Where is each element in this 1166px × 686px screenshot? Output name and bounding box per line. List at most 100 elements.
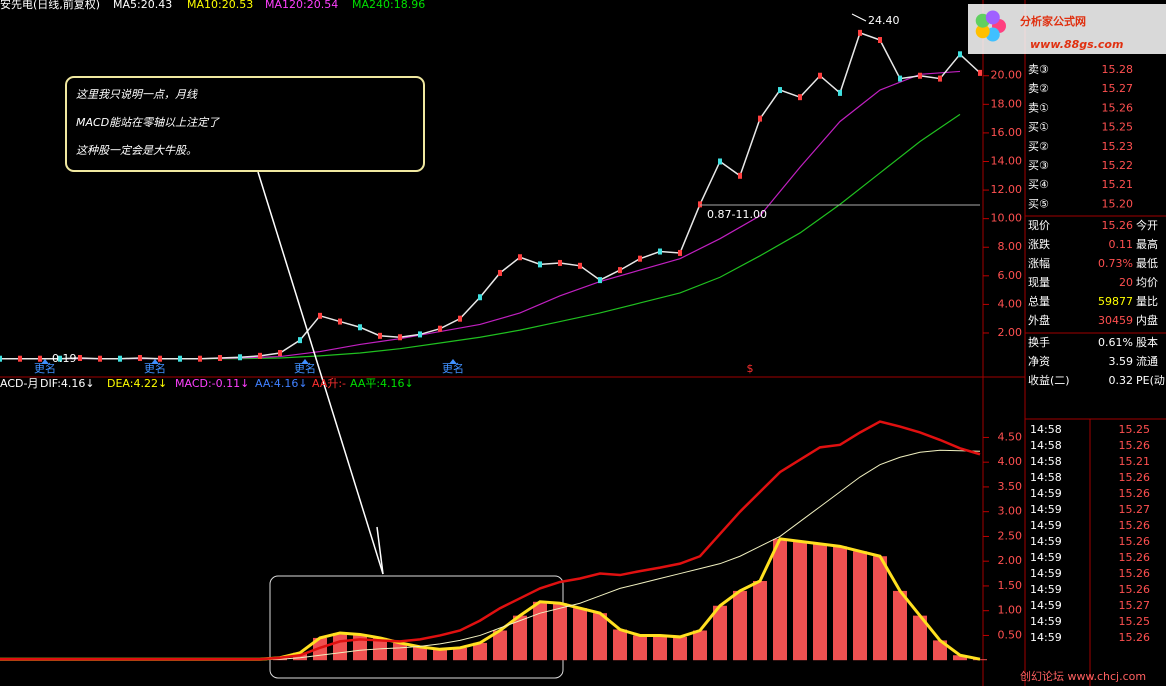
indicator-label: AA平:4.16↓ xyxy=(350,377,414,390)
quote-label: 外盘 xyxy=(1028,313,1050,327)
book-price: 15.20 xyxy=(1102,197,1134,210)
candle xyxy=(138,354,142,361)
candle xyxy=(498,269,502,276)
candle xyxy=(98,355,102,362)
quote-value: 0.61% xyxy=(1098,336,1133,349)
candle xyxy=(258,352,262,359)
trade-time: 14:58 xyxy=(1030,471,1062,484)
candle xyxy=(898,75,902,82)
candle xyxy=(0,355,2,362)
book-label: 买④ xyxy=(1028,178,1049,191)
indicator-label: AA:4.16↓ xyxy=(255,377,308,390)
book-label: 买① xyxy=(1028,121,1049,134)
y-tick-label: 8.00 xyxy=(998,240,1023,253)
trade-price: 15.26 xyxy=(1119,487,1151,500)
trade-time: 14:59 xyxy=(1030,567,1062,580)
brand: 分析家公式网 xyxy=(1020,14,1086,28)
candle xyxy=(178,355,182,362)
book-label: 买③ xyxy=(1028,159,1049,172)
macd-bar xyxy=(473,642,487,661)
quote-extra: 今开 xyxy=(1136,218,1158,232)
quote-extra: PE(动 xyxy=(1136,374,1165,387)
macd-bar xyxy=(453,647,467,661)
macd-bar xyxy=(393,642,407,661)
candle xyxy=(718,158,722,165)
macd-bar xyxy=(613,629,627,661)
candle xyxy=(198,355,202,362)
candle xyxy=(458,315,462,322)
quote-value: 0.32 xyxy=(1109,374,1134,387)
candle xyxy=(938,75,942,82)
macd-bar xyxy=(333,632,347,661)
candle xyxy=(358,324,362,331)
candle xyxy=(818,72,822,79)
quote-label: 收益(二) xyxy=(1028,373,1070,387)
candle xyxy=(478,294,482,301)
y-tick-label: 12.00 xyxy=(991,183,1023,196)
macd-bar xyxy=(713,605,727,661)
quote-extra: 最高 xyxy=(1136,237,1158,251)
quote-label: 总量 xyxy=(1028,294,1050,308)
candle xyxy=(118,355,122,362)
ma-label: MA240:18.96 xyxy=(352,0,425,11)
y-tick-label: 3.00 xyxy=(998,505,1023,518)
chart-title: 安先电(日线,前复权) xyxy=(0,0,100,11)
candle xyxy=(778,87,782,94)
macd-bar xyxy=(733,590,747,661)
macd-bar xyxy=(953,655,967,661)
book-label: 卖③ xyxy=(1028,63,1049,76)
trade-price: 15.26 xyxy=(1119,583,1151,596)
book-price: 15.27 xyxy=(1102,82,1134,95)
candle xyxy=(18,355,22,362)
y-tick-label: 1.00 xyxy=(998,604,1023,617)
candle xyxy=(218,354,222,361)
y-tick-label: 20.00 xyxy=(991,69,1023,82)
event-label: 更名 xyxy=(34,361,56,375)
quote-extra: 股本 xyxy=(1136,335,1158,349)
callout-text: 这里我只说明一点，月线 xyxy=(76,88,198,101)
trade-price: 15.26 xyxy=(1119,535,1151,548)
candle xyxy=(338,318,342,325)
y-tick-label: 2.50 xyxy=(998,529,1023,542)
book-price: 15.25 xyxy=(1102,121,1134,134)
arrow xyxy=(376,526,384,575)
event-label: 更名 xyxy=(442,361,464,375)
quote-extra: 量比 xyxy=(1136,295,1158,308)
macd-bar xyxy=(413,646,427,661)
candle xyxy=(438,325,442,332)
book-price: 15.21 xyxy=(1102,178,1134,191)
quote-label: 涨跌 xyxy=(1028,237,1050,251)
candle xyxy=(518,254,522,261)
y-tick-label: 14.00 xyxy=(991,154,1023,167)
trade-time: 14:59 xyxy=(1030,503,1062,516)
event-marker xyxy=(449,359,457,364)
macd-bar xyxy=(573,608,587,661)
book-label: 卖② xyxy=(1028,82,1049,95)
ma-label: MA120:20.54 xyxy=(265,0,338,11)
book-label: 买② xyxy=(1028,140,1049,153)
trade-price: 15.26 xyxy=(1119,567,1151,580)
trade-time: 14:59 xyxy=(1030,535,1062,548)
macd-bar xyxy=(533,601,547,661)
candle xyxy=(678,249,682,256)
book-price: 15.23 xyxy=(1102,140,1134,153)
macd-bar xyxy=(753,580,767,661)
trade-price: 15.26 xyxy=(1119,551,1151,564)
quote-value: 20 xyxy=(1119,276,1133,289)
candle xyxy=(58,355,62,362)
y-tick-label: 0.50 xyxy=(998,628,1023,641)
range-label: 0.87-11.00 xyxy=(707,208,767,221)
high-pointer xyxy=(851,13,867,22)
dif-line xyxy=(0,420,981,661)
quote-value: 3.59 xyxy=(1109,355,1134,368)
y-tick-label: 18.00 xyxy=(991,97,1023,110)
macd-bar xyxy=(593,613,607,661)
trade-time: 14:59 xyxy=(1030,519,1062,532)
candle xyxy=(978,69,982,76)
indicator-label: DEA:4.22↓ xyxy=(107,377,167,390)
book-label: 买⑤ xyxy=(1028,197,1049,210)
quote-label: 换手 xyxy=(1028,335,1050,349)
quote-extra: 最低 xyxy=(1136,257,1158,270)
candle xyxy=(638,255,642,262)
macd-bar xyxy=(813,543,827,661)
